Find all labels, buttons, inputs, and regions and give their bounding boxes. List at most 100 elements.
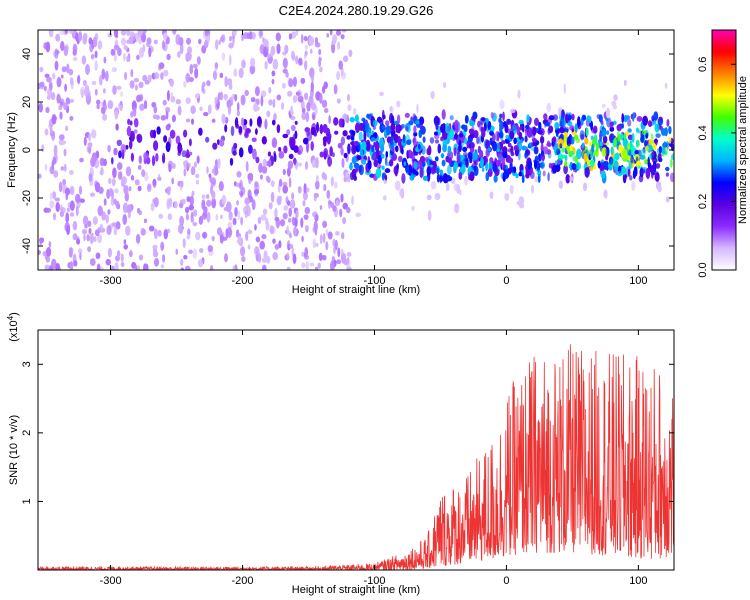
spectrogram-cell: [570, 136, 575, 145]
spectrogram-cell: [146, 37, 152, 45]
spectrogram-cell: [185, 213, 189, 221]
spectrogram-cell: [127, 126, 132, 137]
spectrogram-cell: [419, 167, 424, 179]
spectrogram-cell: [134, 265, 138, 270]
spectrogram-cell: [467, 151, 473, 160]
spectrogram-cell: [599, 130, 603, 142]
spectrogram-cell: [223, 207, 229, 211]
spectrogram-cell: [415, 120, 420, 125]
spectrogram-cell: [331, 256, 335, 262]
spectrogram-cell: [335, 199, 339, 207]
spectrogram-cell: [355, 122, 360, 133]
spectrogram-cell: [396, 100, 401, 108]
spectrogram-cell: [276, 195, 282, 206]
spectrogram-cell: [210, 265, 214, 270]
spectrogram-cell: [413, 161, 418, 170]
spectrogram-cell: [464, 115, 469, 124]
spectrogram-cell: [445, 122, 450, 134]
spectrogram-cell: [257, 116, 262, 128]
spectrogram-cell: [124, 71, 127, 81]
spectrogram-cell: [61, 140, 67, 145]
spectrogram-cell: [48, 30, 54, 38]
spectrogram-cell: [103, 88, 106, 94]
spectrogram-cell: [623, 79, 627, 86]
spectrogram-cell: [385, 125, 391, 136]
spectrogram-cell: [346, 135, 351, 140]
spectrogram-cell: [129, 120, 133, 126]
spectrogram-cell: [493, 174, 498, 183]
spectrogram-cell: [291, 247, 295, 257]
spectrogram-cell: [290, 199, 294, 209]
spectrogram-cell: [77, 74, 81, 85]
spectrogram-cell: [220, 214, 223, 219]
spectrogram-cell: [321, 99, 328, 108]
spectrogram-cell: [226, 99, 232, 109]
spectrogram-cell: [117, 47, 122, 57]
spectrogram-cell: [518, 132, 523, 140]
spectrogram-cell: [386, 136, 392, 144]
spectrogram-cell: [518, 119, 524, 125]
spectrogram-cell: [288, 78, 294, 88]
spectrogram-cell: [143, 100, 148, 109]
spectrogram-cell: [186, 37, 191, 45]
spectrogram-cell: [319, 124, 323, 135]
spectrogram-cell: [121, 176, 127, 185]
spectrogram-cell: [537, 130, 543, 135]
spectrogram-cell: [381, 172, 385, 181]
spectrogram-cell: [211, 235, 215, 242]
spectrogram-cell: [133, 129, 138, 134]
spectrogram-cell: [342, 217, 346, 225]
spectrogram-cell: [207, 245, 213, 253]
spectrogram-cell: [110, 48, 116, 56]
spectrogram-cell: [318, 252, 323, 262]
spectrogram-cell: [288, 177, 292, 188]
spectrogram-cell: [83, 79, 87, 87]
spectrogram-cell: [129, 250, 133, 258]
spectrogram-cell: [631, 133, 635, 143]
spectrogram-cell: [385, 151, 388, 158]
spectrogram-cell: [143, 218, 148, 223]
spectrogram-cell: [56, 77, 62, 88]
spectrogram-cell: [115, 221, 121, 230]
spectrogram-cell: [247, 173, 254, 181]
spectrogram-cell: [38, 102, 43, 113]
spectrogram-cell: [647, 156, 650, 167]
spectrogram-cell: [620, 133, 624, 141]
spectrogram-cell: [322, 232, 326, 244]
spectrogram-cell: [178, 37, 184, 46]
spectrogram-cell: [190, 166, 196, 176]
spectrogram-cell: [232, 36, 235, 45]
spectrogram-cell: [442, 173, 448, 184]
spectrogram-cell: [95, 182, 101, 193]
spectrogram-cell: [286, 266, 291, 270]
spectrogram-cell: [662, 142, 668, 148]
spectrogram-cell: [418, 143, 421, 150]
spectrogram-cell: [561, 147, 566, 153]
spectrogram-cell: [463, 125, 468, 132]
spectrogram-cell: [270, 191, 275, 203]
spectrogram-cell: [96, 99, 101, 105]
spectrogram-cell: [59, 101, 64, 108]
spectrogram-cell: [376, 116, 383, 123]
spectrogram-cell: [303, 214, 309, 220]
spectrogram-cell: [59, 111, 63, 120]
colorbar-tick-label: 0.0: [697, 262, 709, 277]
spectrogram-cell: [315, 157, 319, 169]
spectrogram-cell: [651, 150, 657, 160]
spectrogram-cell: [567, 144, 570, 154]
spectrogram-cell: [377, 155, 382, 165]
spectrogram-cell: [139, 94, 144, 102]
spectrogram-cell: [52, 191, 57, 200]
spectrogram-cell: [233, 30, 237, 37]
spectrogram-cell: [313, 220, 318, 232]
spectrogram-cell: [323, 81, 328, 90]
spectrogram-cell: [291, 31, 297, 39]
spectrogram-cell: [504, 169, 509, 179]
spectrogram-cell: [116, 203, 121, 210]
spectrogram-cell: [300, 34, 304, 44]
spectrogram-cell: [257, 217, 262, 224]
spectrogram-cell: [282, 57, 288, 69]
spectrogram-cell: [111, 67, 118, 73]
spectrogram-cell: [274, 216, 280, 222]
spectrogram-cell: [259, 240, 265, 250]
